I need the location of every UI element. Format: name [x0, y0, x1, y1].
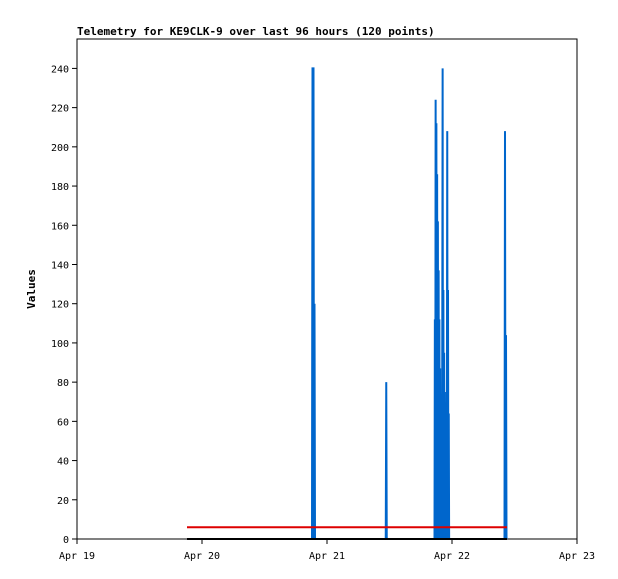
y-tick-label: 240: [51, 64, 69, 75]
x-axis: Apr 19 Apr 20 Apr 21 Apr 22 Apr 23: [59, 539, 595, 562]
x-tick-label: Apr 22: [434, 551, 470, 562]
chart-title: Telemetry for KE9CLK-9 over last 96 hour…: [77, 25, 435, 38]
y-tick-label: 100: [51, 339, 69, 350]
y-axis: 0 20 40 60 80 100 120 140 160 180 200 220 240: [51, 64, 77, 546]
x-tick-label: Apr 19: [59, 551, 95, 562]
y-tick-label: 160: [51, 221, 69, 232]
x-tick-label: Apr 21: [309, 551, 345, 562]
x-tick-label: Apr 20: [184, 551, 220, 562]
plot-frame: [76, 38, 578, 540]
y-tick-label: 80: [57, 378, 69, 389]
y-tick-label: 40: [57, 457, 69, 468]
y-tick-label: 120: [51, 300, 69, 311]
y-axis-label: Values: [25, 269, 38, 309]
x-tick-label: Apr 23: [559, 551, 595, 562]
y-tick-label: 20: [57, 496, 69, 507]
y-tick-label: 200: [51, 143, 69, 154]
y-tick-label: 140: [51, 260, 69, 271]
y-tick-label: 60: [57, 417, 69, 428]
plot-lines: [187, 67, 508, 540]
y-tick-label: 0: [63, 535, 69, 546]
series-line-0: [202, 67, 508, 540]
y-tick-label: 180: [51, 182, 69, 193]
y-tick-label: 220: [51, 104, 69, 115]
